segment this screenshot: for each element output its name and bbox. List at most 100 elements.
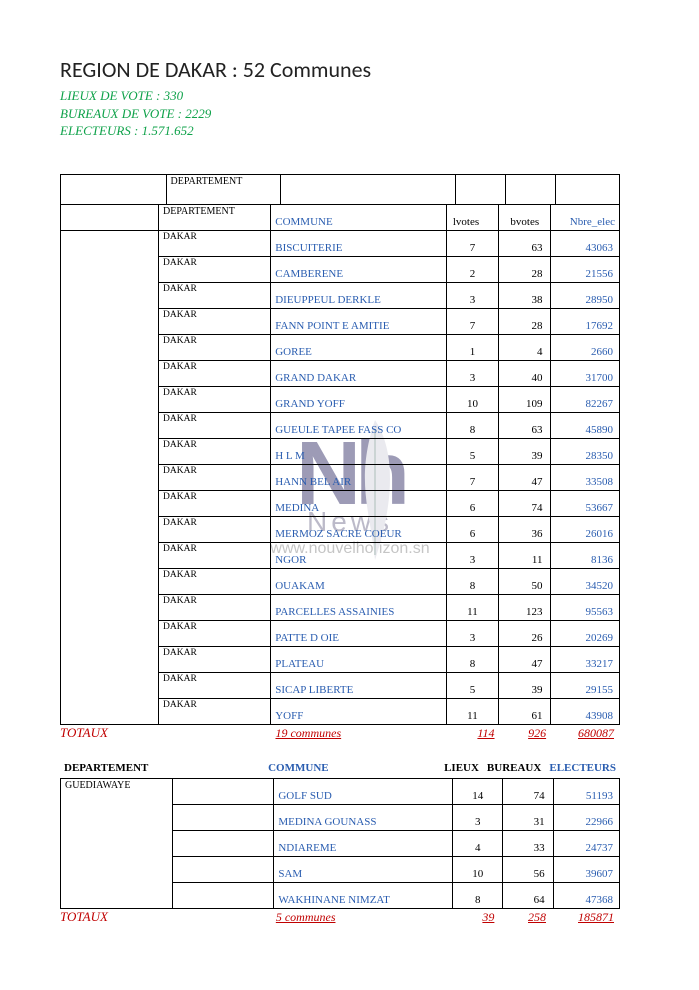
table-row: DAKARPLATEAU84733217 <box>61 646 620 672</box>
commune-cell: HANN BEL AIR <box>271 464 447 490</box>
lieux-cell: 10 <box>453 856 503 882</box>
table-row: DAKARGRAND DAKAR34031700 <box>61 360 620 386</box>
tot2-communes: 5 communes <box>272 908 450 927</box>
bvotes-cell: 74 <box>499 490 551 516</box>
lvotes-cell: 3 <box>446 282 498 308</box>
table-row: DAKARNGOR3118136 <box>61 542 620 568</box>
elec-cell: 43063 <box>551 230 620 256</box>
lvotes-cell: 1 <box>446 334 498 360</box>
bvotes-cell: 123 <box>499 594 551 620</box>
lvotes-cell: 6 <box>446 516 498 542</box>
elec-cell: 45890 <box>551 412 620 438</box>
tot2-el: 185871 <box>552 908 620 927</box>
bvotes-cell: 63 <box>499 230 551 256</box>
th2-dept: DEPARTEMENT <box>60 761 173 778</box>
table-dakar-body: DEPARTEMENTCOMMUNElvotesbvotesNbre_elecD… <box>60 204 620 725</box>
table-row: DAKARPARCELLES ASSAINIES1112395563 <box>61 594 620 620</box>
table-row: DAKARGRAND YOFF1010982267 <box>61 386 620 412</box>
commune-cell: PATTE D OIE <box>271 620 447 646</box>
elec-cell: 20269 <box>551 620 620 646</box>
bvotes-cell: 11 <box>499 542 551 568</box>
commune-cell: GOREE <box>271 334 447 360</box>
table2-head: DEPARTEMENT COMMUNE LIEUX BUREAUX ELECTE… <box>60 761 620 778</box>
bvotes-cell: 39 <box>499 672 551 698</box>
elec-cell: 26016 <box>551 516 620 542</box>
lvotes-cell: 6 <box>446 490 498 516</box>
table-row: DAKARYOFF116143908 <box>61 698 620 724</box>
table-row: DAKARBISCUITERIE76343063 <box>61 230 620 256</box>
table2-totaux: TOTAUX 5 communes 39 258 185871 <box>60 908 620 927</box>
elec-cell: 43908 <box>551 698 620 724</box>
electeurs-cell: 47368 <box>553 882 619 908</box>
bvotes-cell: 28 <box>499 308 551 334</box>
th2-bureaux: BUREAUX <box>483 761 545 778</box>
table-dakar: DEPARTEMENT <box>60 174 620 205</box>
tot-lv: 114 <box>449 724 500 743</box>
elec-cell: 33508 <box>551 464 620 490</box>
lvotes-cell: 7 <box>446 230 498 256</box>
table-row: DAKARCAMBERENE22821556 <box>61 256 620 282</box>
lieux-cell: 14 <box>453 778 503 804</box>
elec-cell: 82267 <box>551 386 620 412</box>
tot2-bv: 258 <box>500 908 552 927</box>
commune-cell: BISCUITERIE <box>271 230 447 256</box>
sub-lieux: LIEUX DE VOTE : 330 <box>60 87 651 105</box>
elec-cell: 29155 <box>551 672 620 698</box>
commune-cell: PARCELLES ASSAINIES <box>271 594 447 620</box>
elec-cell: 2660 <box>551 334 620 360</box>
table-row: DAKARH L M53928350 <box>61 438 620 464</box>
commune-cell: MEDINA GOUNASS <box>274 804 453 830</box>
commune-cell: GRAND YOFF <box>271 386 447 412</box>
lvotes-cell: 7 <box>446 464 498 490</box>
table-row: DAKARGOREE142660 <box>61 334 620 360</box>
electeurs-cell: 51193 <box>553 778 619 804</box>
bvotes-cell: 109 <box>499 386 551 412</box>
commune-cell: SAM <box>274 856 453 882</box>
lieux-cell: 3 <box>453 804 503 830</box>
tot2-label: TOTAUX <box>60 908 169 927</box>
table1-totaux-row: TOTAUX 19 communes 114 926 680087 <box>60 724 620 743</box>
lieux-cell: 8 <box>453 882 503 908</box>
table1-header-row: DEPARTEMENT <box>61 174 620 204</box>
table-row: DAKARFANN POINT E AMITIE72817692 <box>61 308 620 334</box>
commune-cell: NDIAREME <box>274 830 453 856</box>
elec-cell: 53667 <box>551 490 620 516</box>
elec-cell: 31700 <box>551 360 620 386</box>
th2-commune: COMMUNE <box>264 761 430 778</box>
electeurs-cell: 39607 <box>553 856 619 882</box>
bvotes-cell: 26 <box>499 620 551 646</box>
lvotes-cell: 11 <box>446 594 498 620</box>
table2-header-row: DEPARTEMENT COMMUNE LIEUX BUREAUX ELECTE… <box>60 761 620 778</box>
elec-cell: 21556 <box>551 256 620 282</box>
lvotes-cell: 8 <box>446 646 498 672</box>
table-row: DAKARGUEULE TAPEE FASS CO86345890 <box>61 412 620 438</box>
elec-cell: 95563 <box>551 594 620 620</box>
elec-cell: 33217 <box>551 646 620 672</box>
tot-label: TOTAUX <box>60 724 169 743</box>
elec-cell: 28350 <box>551 438 620 464</box>
elec-cell: 28950 <box>551 282 620 308</box>
bvotes-cell: 40 <box>499 360 551 386</box>
bureaux-cell: 31 <box>503 804 554 830</box>
commune-cell: MEDINA <box>271 490 447 516</box>
bureaux-cell: 56 <box>503 856 554 882</box>
commune-cell: DIEUPPEUL DERKLE <box>271 282 447 308</box>
bvotes-cell: 63 <box>499 412 551 438</box>
lvotes-cell: 5 <box>446 438 498 464</box>
lvotes-cell: 11 <box>446 698 498 724</box>
bureaux-cell: 33 <box>503 830 554 856</box>
table1-colhead: DEPARTEMENTCOMMUNElvotesbvotesNbre_elec <box>61 204 620 230</box>
sub-electeurs: ELECTEURS : 1.571.652 <box>60 122 651 140</box>
tot2-lv: 39 <box>450 908 501 927</box>
table1-totaux: TOTAUX 19 communes 114 926 680087 <box>60 724 620 743</box>
elec-cell: 17692 <box>551 308 620 334</box>
commune-cell: FANN POINT E AMITIE <box>271 308 447 334</box>
bvotes-cell: 61 <box>499 698 551 724</box>
table-row: DAKARSICAP LIBERTE53929155 <box>61 672 620 698</box>
commune-cell: GOLF SUD <box>274 778 453 804</box>
bvotes-cell: 4 <box>499 334 551 360</box>
lvotes-cell: 3 <box>446 360 498 386</box>
elec-cell: 34520 <box>551 568 620 594</box>
commune-cell: SICAP LIBERTE <box>271 672 447 698</box>
table-row: DAKARMERMOZ SACRE COEUR63626016 <box>61 516 620 542</box>
